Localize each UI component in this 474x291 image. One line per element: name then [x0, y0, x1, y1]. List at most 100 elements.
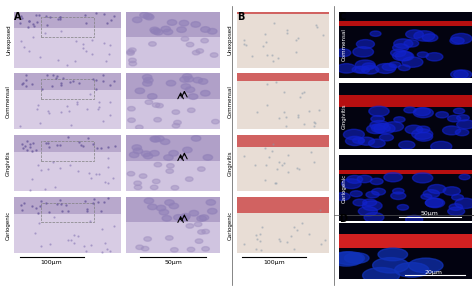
Circle shape	[389, 62, 401, 68]
Circle shape	[362, 65, 379, 74]
Circle shape	[201, 38, 209, 43]
Circle shape	[128, 118, 135, 123]
Circle shape	[355, 60, 375, 70]
Circle shape	[133, 17, 142, 23]
Circle shape	[443, 187, 460, 195]
Circle shape	[179, 20, 189, 26]
Circle shape	[436, 112, 448, 118]
Circle shape	[128, 48, 136, 52]
Circle shape	[198, 167, 205, 171]
Bar	[14, 29, 121, 68]
Circle shape	[378, 248, 408, 261]
Circle shape	[412, 129, 433, 139]
Circle shape	[363, 267, 400, 283]
Circle shape	[343, 129, 365, 140]
Text: 20μm: 20μm	[424, 270, 442, 275]
Text: Commensal: Commensal	[228, 85, 232, 118]
Circle shape	[127, 49, 134, 54]
Circle shape	[206, 200, 216, 205]
Text: Gingivitis: Gingivitis	[342, 104, 346, 129]
Circle shape	[159, 210, 169, 215]
Circle shape	[368, 139, 385, 147]
Bar	[237, 74, 329, 81]
Circle shape	[417, 52, 428, 57]
Circle shape	[370, 120, 389, 130]
Bar	[14, 74, 121, 90]
Text: Commensal: Commensal	[342, 28, 346, 61]
Circle shape	[180, 77, 189, 82]
Circle shape	[395, 262, 429, 277]
Text: Gingivitis: Gingivitis	[6, 150, 11, 176]
Text: Cariogenic: Cariogenic	[342, 173, 346, 203]
Bar	[339, 95, 472, 107]
Circle shape	[128, 107, 135, 111]
Circle shape	[459, 174, 470, 180]
Circle shape	[152, 103, 160, 107]
Circle shape	[167, 20, 177, 25]
Circle shape	[184, 76, 194, 82]
Circle shape	[133, 148, 143, 154]
Circle shape	[161, 26, 171, 32]
Circle shape	[337, 64, 356, 73]
Circle shape	[353, 199, 367, 206]
Circle shape	[150, 150, 159, 156]
Circle shape	[134, 181, 141, 185]
Circle shape	[415, 132, 433, 141]
Bar	[126, 99, 220, 129]
Circle shape	[373, 258, 409, 273]
Bar	[126, 74, 220, 99]
Text: C: C	[339, 12, 346, 22]
Circle shape	[398, 65, 410, 71]
Bar	[339, 234, 472, 248]
Circle shape	[171, 248, 178, 252]
Circle shape	[180, 215, 190, 221]
Circle shape	[189, 94, 198, 99]
Circle shape	[136, 125, 143, 129]
Circle shape	[132, 145, 142, 150]
Circle shape	[451, 33, 472, 44]
Circle shape	[164, 155, 173, 160]
Circle shape	[362, 201, 382, 211]
Circle shape	[392, 188, 404, 194]
Circle shape	[191, 22, 201, 27]
Circle shape	[128, 58, 136, 63]
Bar	[14, 12, 121, 29]
Circle shape	[165, 200, 174, 205]
Circle shape	[335, 49, 351, 57]
Circle shape	[426, 198, 445, 208]
Circle shape	[199, 215, 209, 220]
Bar	[14, 135, 121, 152]
Circle shape	[139, 174, 147, 178]
Circle shape	[425, 198, 443, 207]
Circle shape	[334, 252, 365, 265]
Circle shape	[380, 134, 393, 141]
Circle shape	[384, 122, 403, 132]
Circle shape	[203, 155, 213, 160]
Circle shape	[345, 253, 369, 263]
Circle shape	[181, 213, 190, 219]
Circle shape	[143, 13, 153, 19]
Circle shape	[172, 123, 180, 128]
Text: Unexposed: Unexposed	[6, 24, 11, 55]
Circle shape	[163, 29, 173, 35]
Text: Commensal: Commensal	[6, 85, 11, 118]
Circle shape	[181, 84, 191, 89]
Circle shape	[414, 108, 430, 116]
Circle shape	[134, 185, 142, 190]
Circle shape	[129, 61, 137, 66]
Bar	[237, 135, 329, 147]
Circle shape	[346, 175, 363, 183]
Circle shape	[210, 53, 218, 57]
Circle shape	[456, 129, 469, 136]
Bar	[14, 197, 121, 214]
Circle shape	[399, 141, 415, 149]
Circle shape	[144, 237, 152, 241]
Circle shape	[185, 177, 193, 181]
Circle shape	[394, 117, 405, 122]
Circle shape	[169, 203, 179, 209]
Circle shape	[416, 126, 430, 133]
Circle shape	[127, 51, 134, 55]
Text: Cariogenic: Cariogenic	[6, 210, 11, 240]
Circle shape	[443, 126, 461, 135]
Circle shape	[208, 29, 217, 34]
